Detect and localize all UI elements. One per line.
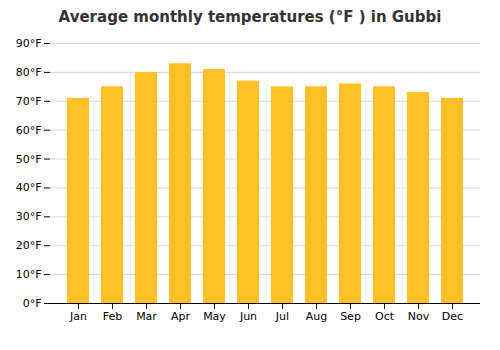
svg-text:0°F: 0°F [23,297,42,310]
svg-text:Mar: Mar [136,310,157,323]
svg-text:70°F: 70°F [16,95,42,108]
svg-text:Feb: Feb [103,310,122,323]
svg-text:30°F: 30°F [16,210,42,223]
svg-text:60°F: 60°F [16,124,42,137]
svg-text:Jul: Jul [275,310,289,323]
svg-text:Sep: Sep [340,310,361,323]
svg-text:50°F: 50°F [16,153,42,166]
svg-text:Apr: Apr [171,310,191,323]
svg-text:Oct: Oct [375,310,395,323]
svg-text:80°F: 80°F [16,66,42,79]
svg-text:Jan: Jan [69,310,87,323]
svg-text:Nov: Nov [408,310,430,323]
svg-text:40°F: 40°F [16,181,42,194]
svg-text:10°F: 10°F [16,268,42,281]
svg-text:20°F: 20°F [16,239,42,252]
svg-text:May: May [203,310,226,323]
svg-text:Dec: Dec [442,310,463,323]
html-text:Average monthly temperatures (: Average monthly temperatures (°F ) in Gu… [58,8,442,26]
svg-text:90°F: 90°F [16,37,42,50]
svg-text:Aug: Aug [306,310,327,323]
svg-text:Jun: Jun [239,310,257,323]
